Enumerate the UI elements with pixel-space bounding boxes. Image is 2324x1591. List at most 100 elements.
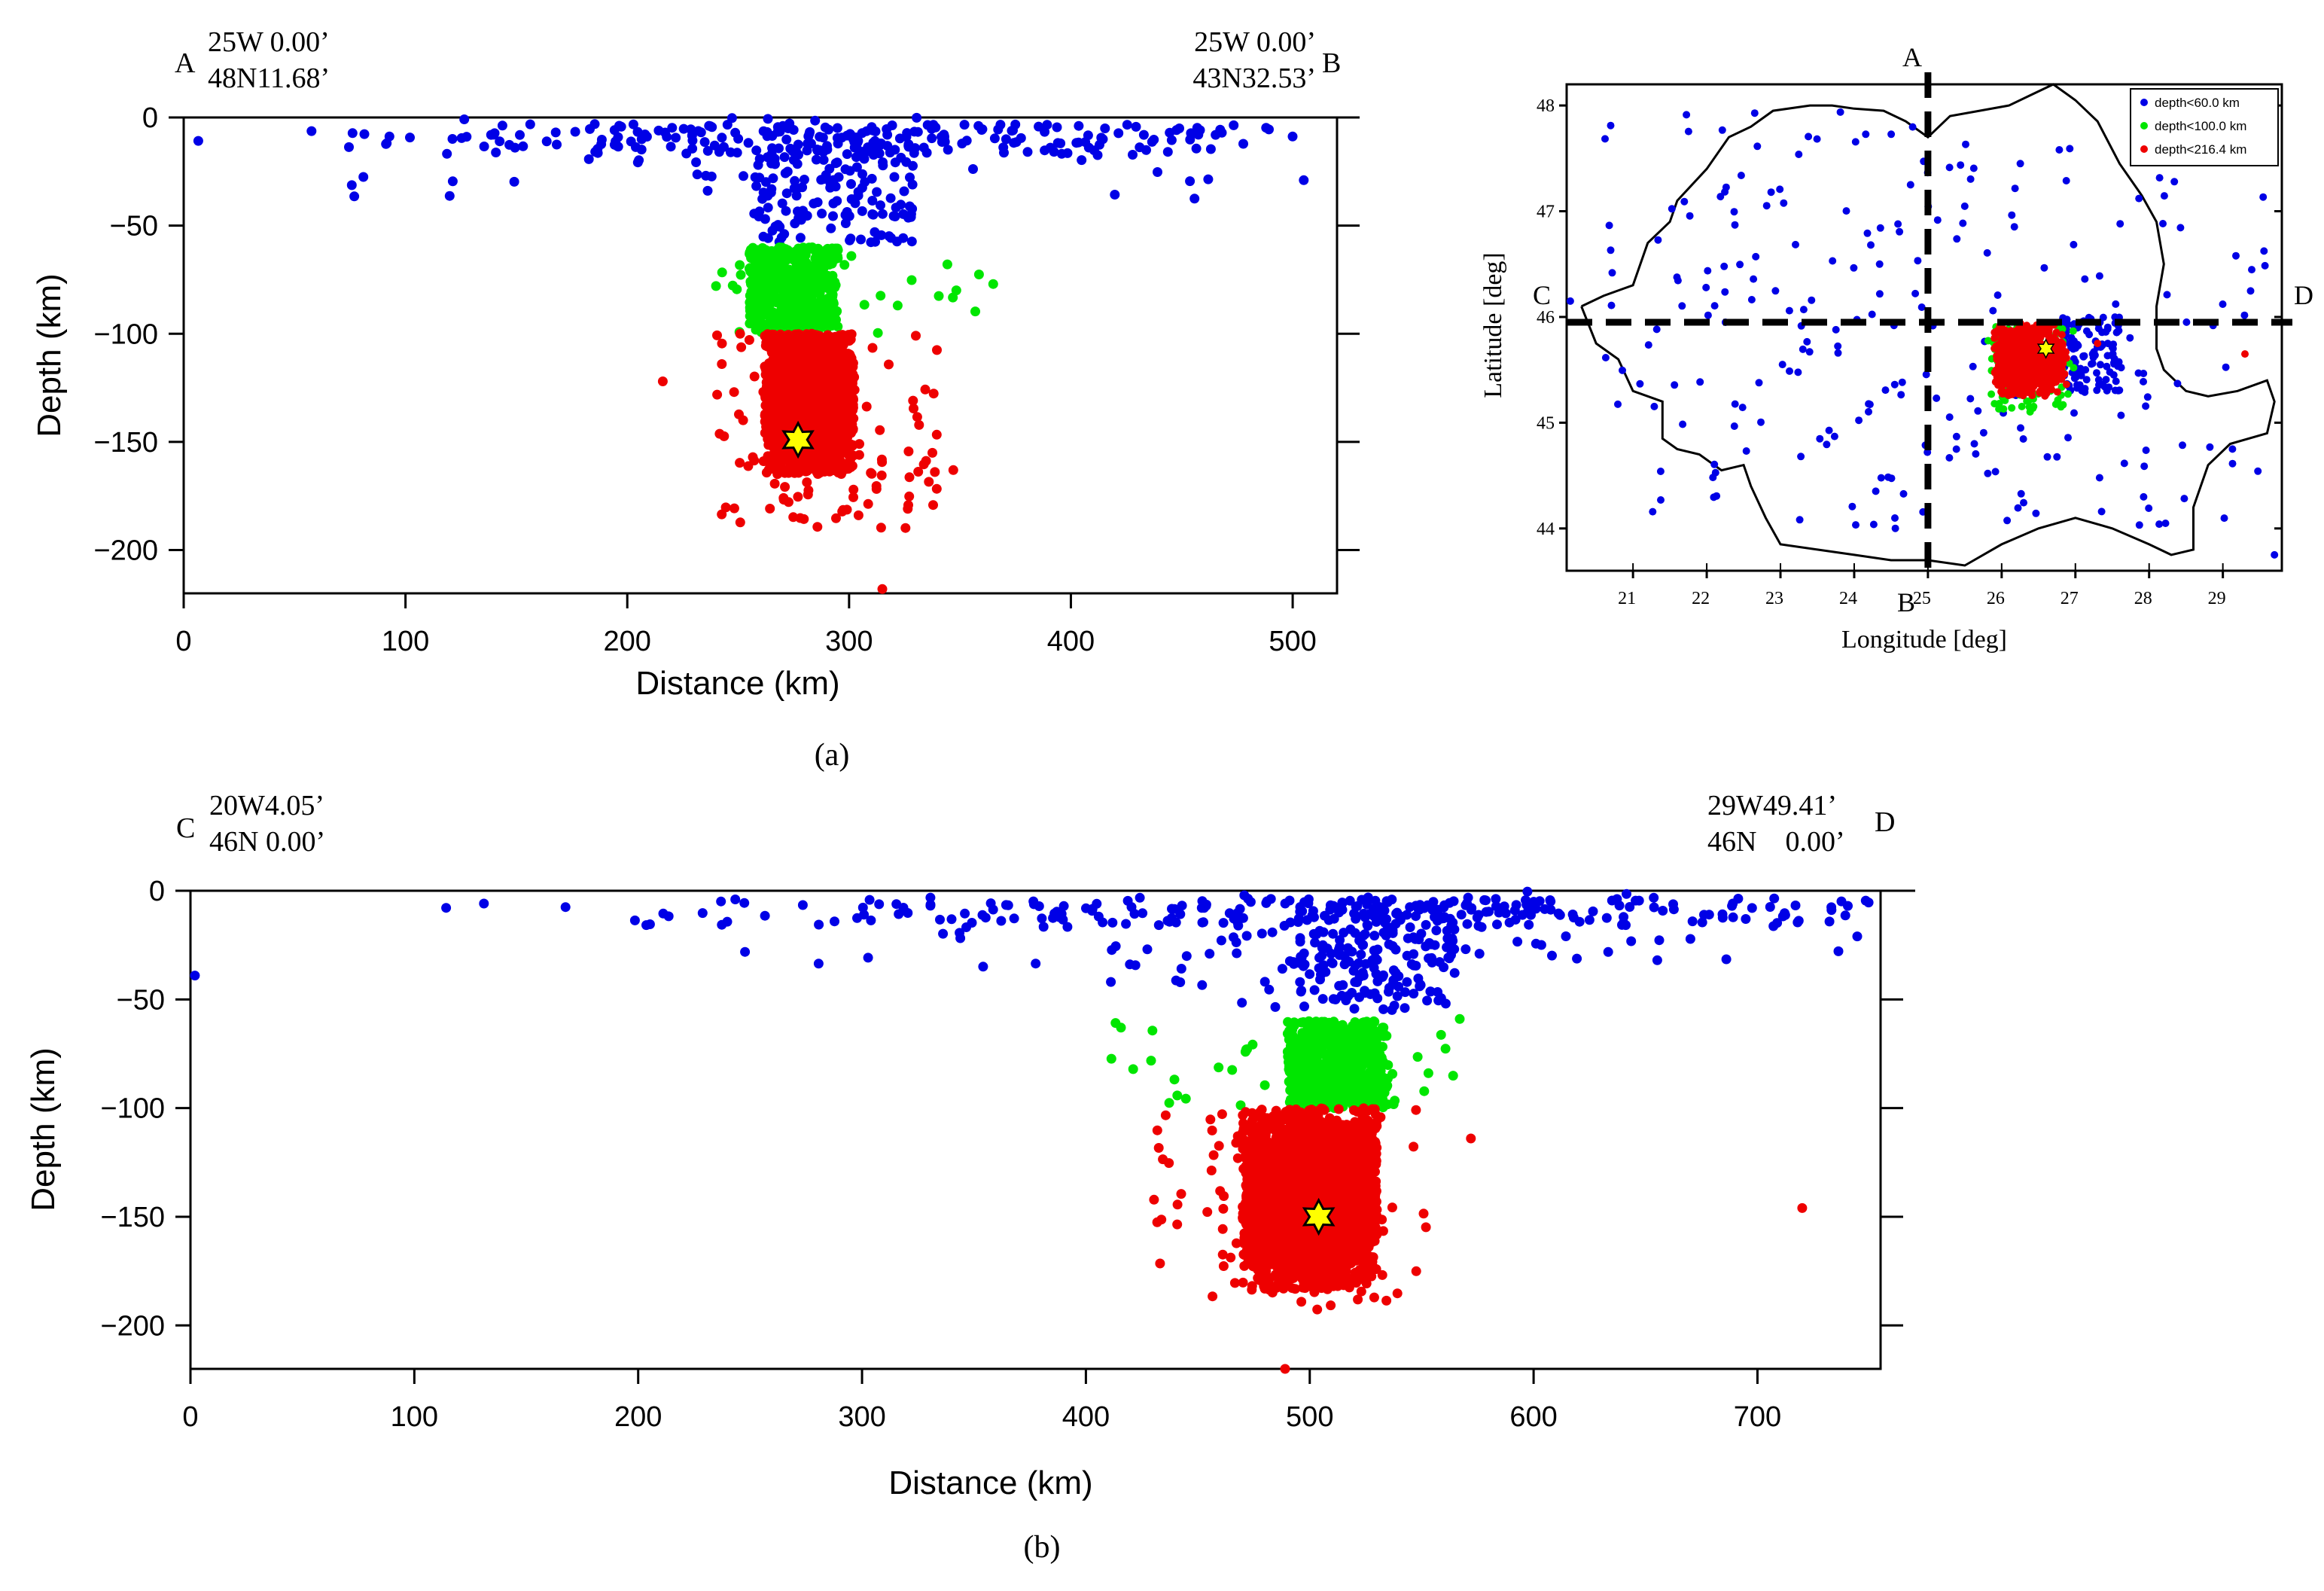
deep-event-point bbox=[766, 340, 777, 350]
deep-event-point bbox=[769, 330, 779, 340]
shallow-event-point bbox=[819, 174, 830, 184]
deep-event-point bbox=[841, 442, 851, 452]
intermediate-event-point bbox=[732, 284, 742, 294]
deep-event-point bbox=[736, 342, 747, 352]
shallow-event-point bbox=[909, 126, 920, 137]
intermediate-event-point bbox=[771, 297, 781, 308]
shallow-event-point bbox=[2259, 193, 2268, 201]
shallow-event-point bbox=[2115, 386, 2124, 395]
shallow-event-point bbox=[791, 190, 802, 201]
shallow-event-point bbox=[1753, 142, 1762, 151]
shallow-event-point bbox=[2064, 434, 2072, 442]
shallow-event-point bbox=[2135, 194, 2143, 203]
shallow-event-point bbox=[884, 231, 894, 242]
deep-event-point bbox=[821, 407, 832, 417]
shallow-event-point bbox=[2102, 328, 2110, 336]
intermediate-event-point bbox=[804, 261, 815, 272]
shallow-event-point bbox=[692, 169, 702, 180]
shallow-event-point bbox=[570, 126, 580, 137]
shallow-event-point bbox=[832, 133, 842, 143]
shallow-event-point bbox=[1731, 221, 1739, 229]
intermediate-event-point bbox=[1987, 390, 1996, 398]
intermediate-event-point bbox=[823, 314, 833, 325]
shallow-event-point bbox=[1680, 197, 1689, 206]
deep-event-point bbox=[884, 359, 894, 370]
deep-event-point bbox=[918, 459, 929, 470]
map-points bbox=[1566, 108, 2279, 559]
shallow-event-point bbox=[857, 169, 867, 179]
shallow-event-point bbox=[306, 126, 317, 136]
intermediate-event-point bbox=[892, 300, 903, 311]
shallow-event-point bbox=[828, 175, 839, 185]
shallow-event-point bbox=[2176, 224, 2185, 232]
intermediate-event-point bbox=[815, 282, 825, 293]
shallow-event-point bbox=[1730, 422, 1738, 430]
shallow-event-point bbox=[1842, 207, 1850, 215]
intermediate-event-point bbox=[807, 297, 818, 307]
shallow-event-point bbox=[1972, 450, 1980, 458]
shallow-event-point bbox=[631, 142, 641, 152]
shallow-event-point bbox=[2008, 211, 2016, 219]
shallow-event-point bbox=[346, 180, 357, 190]
shallow-event-point bbox=[1702, 283, 1710, 291]
deep-event-point bbox=[839, 389, 849, 400]
shallow-event-point bbox=[358, 172, 369, 182]
shallow-event-point bbox=[1908, 123, 1917, 131]
x-tick-label: 300 bbox=[825, 626, 873, 657]
intermediate-event-point bbox=[2064, 390, 2072, 398]
shallow-event-point bbox=[1138, 130, 1149, 140]
shallow-event-point bbox=[939, 134, 949, 145]
shallow-event-point bbox=[1785, 306, 1793, 315]
shallow-event-point bbox=[693, 126, 704, 136]
shallow-event-point bbox=[1863, 229, 1872, 237]
shallow-event-point bbox=[1952, 445, 1960, 453]
shallow-event-point bbox=[857, 182, 867, 193]
deep-event-point bbox=[871, 481, 882, 491]
shallow-event-point bbox=[806, 139, 816, 149]
intermediate-event-point bbox=[827, 291, 838, 302]
shallow-event-point bbox=[1608, 269, 1616, 277]
shallow-event-point bbox=[1962, 140, 1969, 148]
intermediate-event-point bbox=[934, 291, 944, 301]
shallow-event-point bbox=[2142, 447, 2150, 454]
shallow-event-point bbox=[1721, 187, 1729, 196]
deep-event-point bbox=[769, 478, 780, 489]
shallow-event-point bbox=[1795, 151, 1803, 158]
deep-event-point bbox=[875, 425, 885, 435]
shallow-event-point bbox=[1042, 120, 1052, 130]
shallow-event-point bbox=[2170, 178, 2179, 186]
shallow-event-point bbox=[705, 121, 716, 132]
shallow-event-point bbox=[876, 200, 885, 211]
shallow-event-point bbox=[1673, 273, 1681, 282]
deep-event-point bbox=[928, 389, 939, 399]
shallow-event-point bbox=[781, 188, 792, 199]
intermediate-event-point bbox=[790, 279, 800, 289]
shallow-event-point bbox=[1052, 138, 1063, 148]
shallow-event-point bbox=[1808, 296, 1816, 304]
shallow-event-point bbox=[1668, 205, 1676, 213]
shallow-event-point bbox=[2110, 355, 2118, 363]
shallow-event-point bbox=[653, 125, 664, 136]
intermediate-event-point bbox=[736, 270, 746, 280]
shallow-event-point bbox=[851, 152, 861, 163]
deep-event-point bbox=[787, 388, 797, 398]
intermediate-event-point bbox=[951, 285, 961, 296]
shallow-event-point bbox=[1619, 366, 1626, 374]
shallow-event-point bbox=[1855, 416, 1863, 425]
deep-event-point bbox=[767, 377, 778, 387]
intermediate-event-point bbox=[792, 318, 803, 328]
shallow-event-point bbox=[2246, 287, 2255, 295]
shallow-event-point bbox=[781, 134, 792, 145]
shallow-event-point bbox=[1983, 248, 1991, 257]
shallow-event-point bbox=[1984, 469, 1992, 477]
shallow-event-point bbox=[882, 124, 892, 134]
deep-event-point bbox=[712, 389, 723, 400]
shallow-event-point bbox=[2095, 272, 2103, 280]
deep-event-point bbox=[830, 429, 841, 439]
intermediate-event-point bbox=[2030, 402, 2038, 410]
shallow-event-point bbox=[2240, 311, 2249, 319]
deep-event-point bbox=[824, 358, 834, 368]
deep-event-point bbox=[720, 502, 731, 513]
intermediate-event-point bbox=[906, 275, 917, 285]
deep-event-point bbox=[2057, 361, 2066, 369]
